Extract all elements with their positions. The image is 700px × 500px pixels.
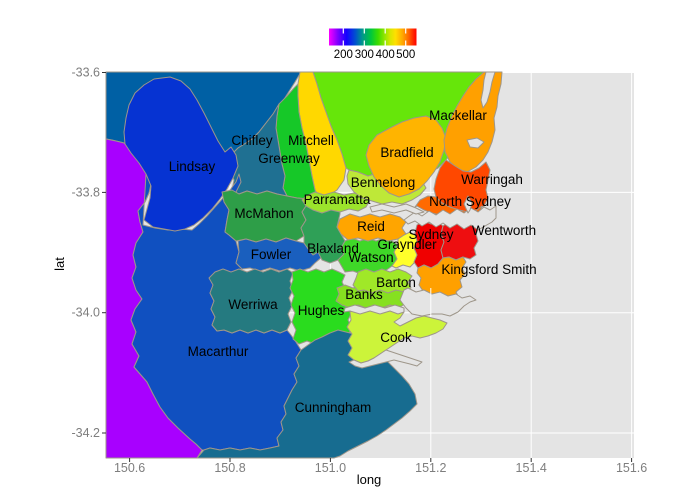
svg-text:Warringah: Warringah [461, 172, 523, 187]
svg-text:Chifley: Chifley [231, 133, 273, 148]
svg-text:Macarthur: Macarthur [188, 344, 249, 359]
svg-text:Mitchell: Mitchell [288, 133, 334, 148]
svg-text:Lindsay: Lindsay [169, 159, 216, 174]
svg-text:Greenway: Greenway [258, 151, 320, 166]
svg-text:Mackellar: Mackellar [429, 108, 487, 123]
svg-text:Parramatta: Parramatta [304, 192, 371, 207]
svg-text:500: 500 [396, 49, 415, 61]
svg-text:long: long [357, 472, 382, 487]
svg-text:Watson: Watson [348, 250, 393, 265]
svg-text:Barton: Barton [376, 275, 416, 290]
svg-text:-34.2: -34.2 [72, 426, 101, 440]
svg-text:McMahon: McMahon [234, 206, 293, 221]
svg-text:Sydney: Sydney [408, 227, 453, 242]
svg-text:North Sydney: North Sydney [429, 194, 511, 209]
svg-text:Hughes: Hughes [298, 303, 345, 318]
svg-text:Cook: Cook [380, 330, 412, 345]
svg-text:-34.0: -34.0 [72, 306, 101, 320]
svg-text:151.4: 151.4 [516, 461, 547, 475]
svg-text:Banks: Banks [345, 287, 383, 302]
svg-text:400: 400 [376, 49, 395, 61]
svg-text:Bradfield: Bradfield [380, 145, 433, 160]
svg-text:Fowler: Fowler [251, 247, 292, 262]
svg-text:lat: lat [52, 257, 67, 271]
svg-text:200: 200 [334, 49, 353, 61]
svg-text:-33.6: -33.6 [72, 66, 101, 80]
svg-text:150.6: 150.6 [114, 461, 145, 475]
svg-text:Werriwa: Werriwa [228, 297, 278, 312]
svg-text:Grayndler: Grayndler [377, 237, 437, 252]
svg-text:151.2: 151.2 [415, 461, 446, 475]
svg-text:-33.8: -33.8 [72, 185, 101, 199]
svg-text:Wentworth: Wentworth [472, 223, 536, 238]
svg-text:150.8: 150.8 [214, 461, 245, 475]
svg-text:Kingsford Smith: Kingsford Smith [441, 262, 536, 277]
svg-text:Reid: Reid [357, 219, 385, 234]
svg-text:300: 300 [355, 49, 374, 61]
svg-text:151.6: 151.6 [616, 461, 647, 475]
svg-text:Blaxland: Blaxland [307, 241, 359, 256]
svg-text:151.0: 151.0 [315, 461, 346, 475]
svg-text:Cunningham: Cunningham [295, 400, 372, 415]
svg-text:Bennelong: Bennelong [351, 175, 416, 190]
